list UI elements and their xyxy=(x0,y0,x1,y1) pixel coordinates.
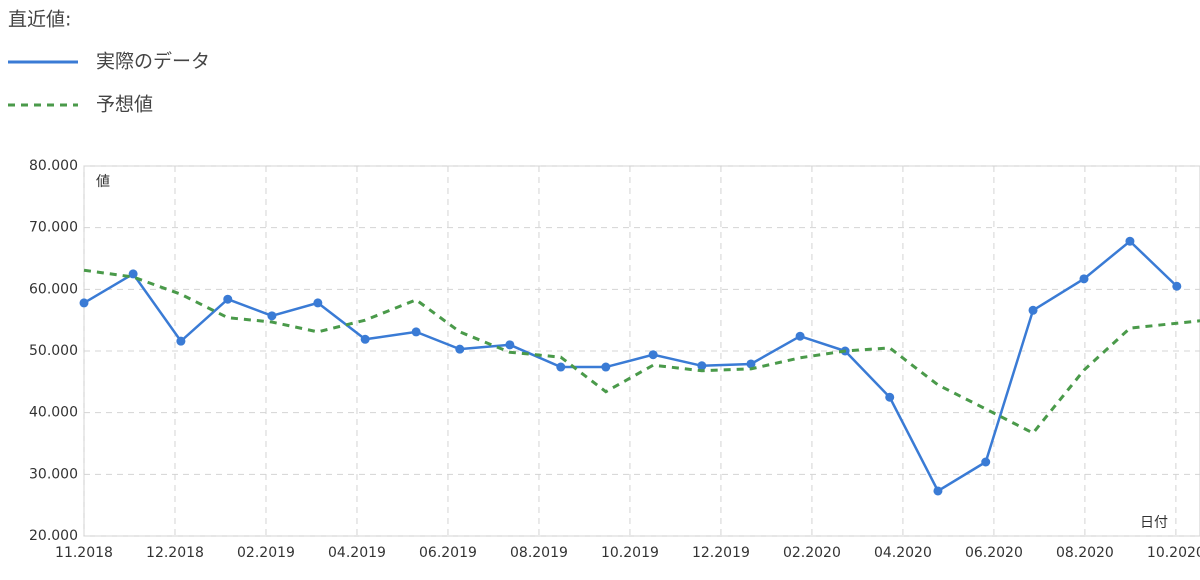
series-line xyxy=(83,268,1200,435)
y-tick-label: 40.000 xyxy=(29,405,78,421)
point xyxy=(79,298,89,308)
x-tick-label: 12.2018 xyxy=(146,545,204,561)
point xyxy=(746,359,756,369)
x-axis-label: 日付 xyxy=(1140,515,1168,531)
x-tick-label: 10.2020 xyxy=(1147,545,1200,561)
x-tick-label: 12.2019 xyxy=(692,545,750,561)
point xyxy=(411,327,421,337)
point xyxy=(1028,305,1038,315)
point xyxy=(933,486,943,496)
x-tick-label: 06.2019 xyxy=(419,545,477,561)
x-tick-label: 08.2019 xyxy=(510,545,568,561)
x-tick-label: 02.2019 xyxy=(237,545,295,561)
y-tick-label: 30.000 xyxy=(29,466,78,482)
legend-label: 実際のデータ xyxy=(96,51,210,73)
legend-label: 予想値 xyxy=(96,94,153,116)
point xyxy=(648,350,658,360)
y-tick-label: 50.000 xyxy=(29,343,78,359)
point xyxy=(795,331,805,341)
x-tick-label: 10.2019 xyxy=(601,545,659,561)
legend-title: 直近値: xyxy=(8,9,71,31)
point xyxy=(313,298,323,308)
point xyxy=(885,392,895,402)
x-tick-label: 02.2020 xyxy=(783,545,841,561)
x-tick-label: 08.2020 xyxy=(1056,545,1114,561)
y-tick-label: 80.000 xyxy=(29,158,78,174)
point xyxy=(556,362,566,372)
point xyxy=(223,294,233,304)
point xyxy=(505,340,515,350)
point xyxy=(1079,274,1089,284)
point xyxy=(697,361,707,371)
x-tick-label: 11.2018 xyxy=(55,545,113,561)
point xyxy=(455,344,465,354)
point xyxy=(360,334,370,344)
y-tick-label: 20.000 xyxy=(29,528,78,544)
y-tick-label: 60.000 xyxy=(29,281,78,297)
point xyxy=(1172,281,1182,291)
point xyxy=(981,457,991,467)
point xyxy=(601,362,611,372)
x-tick-label: 04.2020 xyxy=(874,545,932,561)
series-line xyxy=(83,239,1178,493)
y-axis-label: 値 xyxy=(96,174,110,190)
x-tick-label: 04.2019 xyxy=(328,545,386,561)
point xyxy=(176,336,186,346)
point xyxy=(128,269,138,279)
point xyxy=(1125,236,1135,246)
y-tick-label: 70.000 xyxy=(29,220,78,236)
point xyxy=(267,311,277,321)
x-tick-label: 06.2020 xyxy=(965,545,1023,561)
